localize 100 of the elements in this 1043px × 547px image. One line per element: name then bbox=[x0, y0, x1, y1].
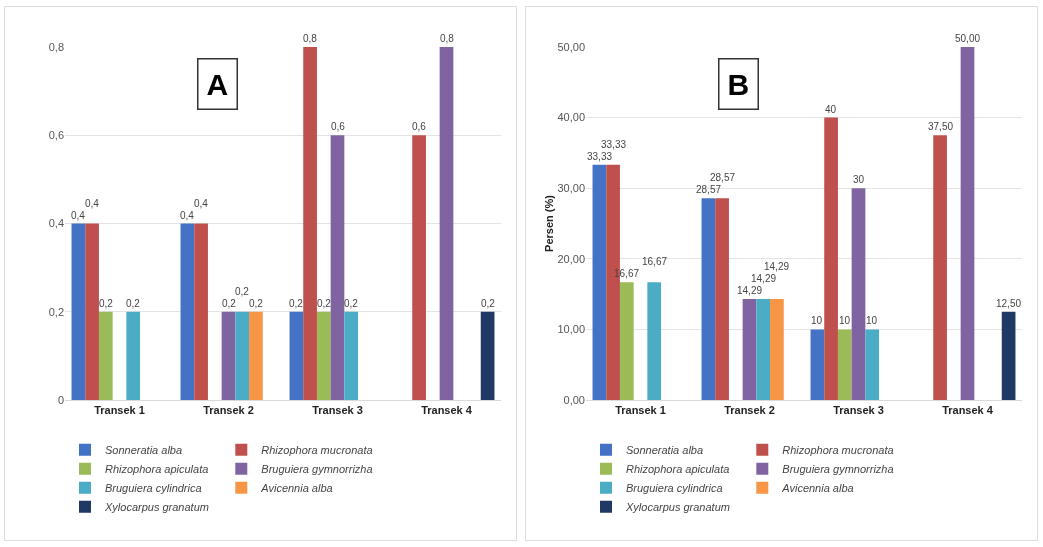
bar bbox=[71, 223, 86, 400]
data-label: 0,2 bbox=[344, 298, 359, 309]
bar bbox=[742, 299, 757, 400]
y-tick-label: 10,00 bbox=[557, 323, 585, 336]
y-tick-label: 50,00 bbox=[557, 40, 585, 53]
data-label: 10 bbox=[811, 315, 823, 326]
bar bbox=[933, 135, 947, 400]
bar bbox=[303, 47, 317, 400]
bar bbox=[439, 47, 454, 400]
y-tick-label: 30,00 bbox=[557, 182, 585, 195]
bar bbox=[330, 135, 345, 400]
data-label: 0,4 bbox=[71, 210, 86, 221]
data-label: 33,33 bbox=[587, 151, 613, 162]
legend-label: Bruguiera gymnorrizha bbox=[261, 463, 373, 476]
bar bbox=[221, 311, 236, 400]
data-label: 0,2 bbox=[249, 298, 264, 309]
x-tick-label: Transek 4 bbox=[421, 404, 473, 417]
legend-label: Xylocarpus granatum bbox=[104, 501, 209, 514]
y-tick-label: 0 bbox=[57, 393, 64, 406]
legend-label: Rhizophora apiculata bbox=[105, 463, 209, 476]
bar bbox=[316, 311, 331, 400]
data-label: 10 bbox=[866, 315, 878, 326]
data-label: 12,50 bbox=[996, 298, 1022, 309]
bar bbox=[289, 311, 304, 400]
data-label: 50,00 bbox=[955, 33, 981, 44]
x-tick-label: Transek 3 bbox=[833, 404, 884, 417]
legend-label: Avicennia alba bbox=[260, 482, 333, 495]
data-label: 0,2 bbox=[235, 286, 250, 297]
legend-label: Xylocarpus granatum bbox=[625, 501, 730, 514]
bar bbox=[647, 282, 662, 400]
x-tick-label: Transek 1 bbox=[615, 404, 666, 417]
text: A bbox=[206, 67, 229, 101]
bar bbox=[412, 135, 426, 400]
bar bbox=[770, 299, 784, 400]
bar bbox=[865, 329, 880, 400]
bar bbox=[98, 311, 113, 400]
data-label: 14,29 bbox=[751, 273, 777, 284]
bar bbox=[194, 223, 208, 400]
bar bbox=[619, 282, 634, 400]
y-tick-label: 0,6 bbox=[48, 129, 64, 142]
data-label: 0,4 bbox=[85, 198, 100, 209]
bar bbox=[180, 223, 195, 400]
data-label: 0,2 bbox=[126, 298, 141, 309]
legend-label: Bruguiera gymnorrizha bbox=[782, 463, 894, 476]
y-tick-label: 40,00 bbox=[557, 111, 585, 124]
data-label: 0,4 bbox=[180, 210, 195, 221]
x-tick-label: Transek 2 bbox=[203, 404, 254, 417]
bar bbox=[235, 311, 250, 400]
data-label: 40 bbox=[825, 104, 837, 115]
data-label: 0,8 bbox=[440, 33, 455, 44]
bar bbox=[851, 188, 866, 400]
legend-label: Sonneratia alba bbox=[626, 444, 704, 457]
bar bbox=[960, 47, 975, 400]
bar bbox=[837, 329, 852, 400]
bar bbox=[249, 311, 263, 400]
data-label: 0,6 bbox=[412, 121, 427, 132]
data-label: 10 bbox=[839, 315, 851, 326]
bar bbox=[126, 311, 141, 400]
legend-label: Rhizophora mucronata bbox=[261, 444, 373, 457]
data-label: 28,57 bbox=[710, 172, 736, 183]
bar bbox=[85, 223, 99, 400]
data-label: 0,2 bbox=[289, 298, 304, 309]
bar bbox=[701, 198, 716, 400]
x-tick-label: Transek 4 bbox=[942, 404, 994, 417]
y-tick-label: 0,00 bbox=[563, 393, 585, 406]
legend-label: Sonneratia alba bbox=[105, 444, 183, 457]
bar bbox=[480, 311, 495, 400]
legend-label: Avicennia alba bbox=[781, 482, 854, 495]
y-tick-label: 0,4 bbox=[48, 217, 64, 230]
bar bbox=[824, 117, 838, 400]
data-label: 0,4 bbox=[194, 198, 209, 209]
data-label: 28,57 bbox=[696, 184, 722, 195]
bar bbox=[1001, 311, 1016, 400]
data-label: 0,6 bbox=[331, 121, 346, 132]
data-label: 0,2 bbox=[481, 298, 496, 309]
data-label: 0,2 bbox=[222, 298, 237, 309]
data-label: 14,29 bbox=[737, 285, 763, 296]
legend-label: Bruguiera cylindrica bbox=[105, 482, 202, 495]
y-tick-label: 20,00 bbox=[557, 252, 585, 265]
bar bbox=[592, 164, 607, 400]
y-axis-title: Persen (%) bbox=[543, 194, 556, 252]
data-label: 37,50 bbox=[928, 121, 954, 132]
data-label: 0,8 bbox=[303, 33, 318, 44]
data-label: 14,29 bbox=[764, 261, 790, 272]
bar bbox=[756, 299, 771, 400]
data-label: 0,2 bbox=[99, 298, 114, 309]
bar bbox=[715, 198, 729, 400]
data-label: 16,67 bbox=[642, 256, 668, 267]
legend-label: Rhizophora apiculata bbox=[626, 463, 730, 476]
text: B bbox=[727, 67, 750, 101]
legend-label: Rhizophora mucronata bbox=[782, 444, 894, 457]
x-tick-label: Transek 3 bbox=[312, 404, 363, 417]
data-label: 33,33 bbox=[601, 139, 627, 150]
bar bbox=[810, 329, 825, 400]
legend-label: Bruguiera cylindrica bbox=[626, 482, 723, 495]
bar bbox=[344, 311, 359, 400]
y-tick-label: 0,2 bbox=[48, 305, 64, 318]
data-label: 0,2 bbox=[317, 298, 332, 309]
x-tick-label: Transek 1 bbox=[94, 404, 145, 417]
y-tick-label: 0,8 bbox=[48, 40, 64, 53]
